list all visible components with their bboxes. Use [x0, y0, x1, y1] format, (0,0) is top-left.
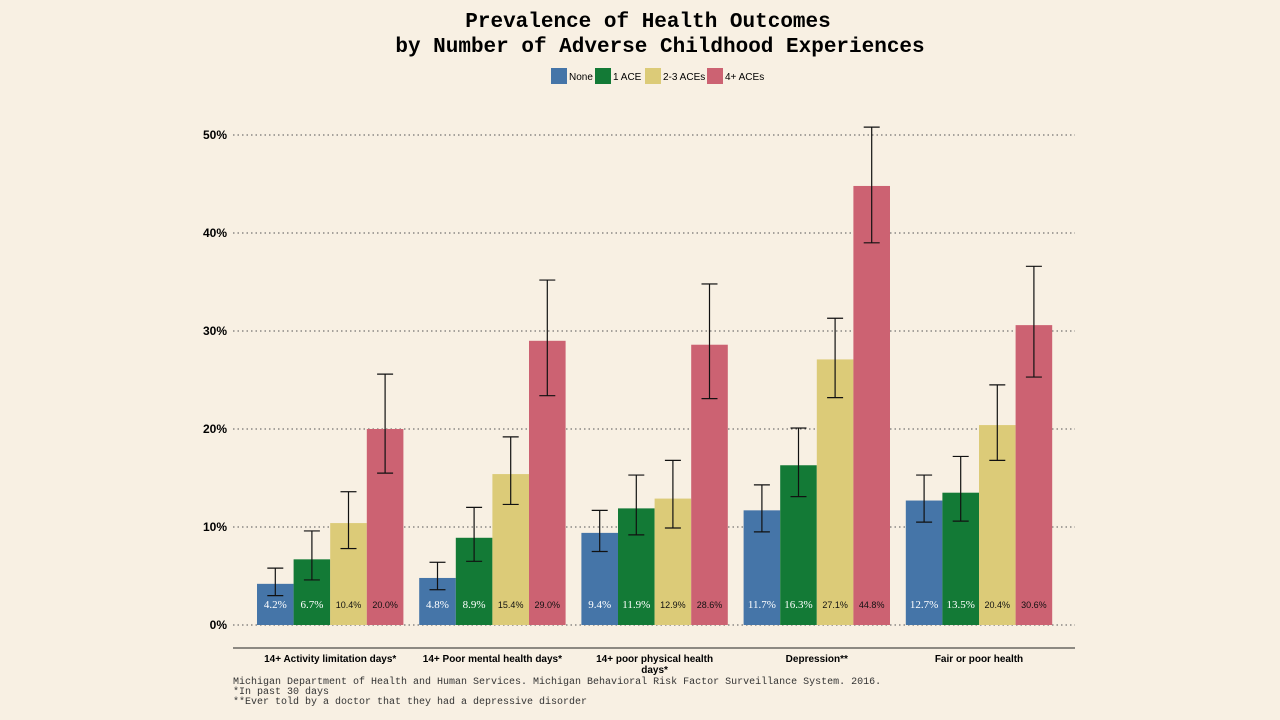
bar-value-label: 28.6% [697, 600, 723, 610]
x-category-label: 14+ poor physical health [596, 654, 713, 665]
y-tick-label: 0% [210, 618, 228, 632]
footnote-depression: **Ever told by a doctor that they had a … [233, 696, 587, 708]
bar-value-label: 27.1% [822, 600, 848, 610]
legend-swatch [645, 68, 661, 84]
legend-swatch [707, 68, 723, 84]
bar-value-label: 13.5% [946, 599, 974, 611]
footnotes: Michigan Department of Health and Human … [233, 676, 881, 708]
legend-label: None [569, 72, 593, 83]
legend-label: 4+ ACEs [725, 72, 764, 83]
x-category-label: Depression** [786, 654, 848, 665]
bar [816, 359, 854, 625]
chart-title-line-2: by Number of Adverse Childhood Experienc… [395, 36, 924, 59]
y-tick-label: 10% [203, 520, 227, 534]
x-category-label: 14+ Activity limitation days* [264, 654, 396, 665]
x-category-label: days* [641, 665, 668, 676]
bar-value-label: 11.7% [748, 599, 776, 611]
y-axis-tick-labels: 0% 10% 20% 30% 40% 50% [203, 128, 227, 632]
bar-value-label: 6.7% [300, 599, 323, 611]
bar-value-label: 30.6% [1021, 600, 1047, 610]
source-note: Michigan Department of Health and Human … [233, 676, 881, 688]
value-labels: 4.2% 6.7% 10.4% 20.0% 4.8% 8.9% 15.4% 29.0% 9.4%… [264, 599, 1047, 611]
x-category-label: Fair or poor health [935, 654, 1023, 665]
y-tick-label: 40% [203, 226, 227, 240]
y-tick-label: 50% [203, 128, 227, 142]
legend: None 1 ACE 2-3 ACEs 4+ ACEs [551, 68, 764, 84]
legend-label: 1 ACE [613, 72, 642, 83]
bar [853, 185, 890, 625]
y-tick-label: 30% [203, 324, 227, 338]
chart-title-line-1: Prevalence of Health Outcomes [465, 11, 830, 34]
bars [257, 185, 1053, 625]
bar-value-label: 10.4% [336, 600, 362, 610]
x-category-label: 14+ Poor mental health days* [423, 654, 562, 665]
bar-value-label: 4.8% [426, 599, 449, 611]
bar-value-label: 20.4% [985, 600, 1011, 610]
legend-label: 2-3 ACEs [663, 72, 705, 83]
bar-value-label: 12.9% [660, 600, 686, 610]
bar-value-label: 8.9% [463, 599, 486, 611]
bar-value-label: 16.3% [784, 599, 812, 611]
footnote-days: *In past 30 days [233, 686, 329, 698]
bar-value-label: 15.4% [498, 600, 524, 610]
bar-value-label: 9.4% [588, 599, 611, 611]
chart-title: Prevalence of Health Outcomes by Number … [395, 11, 924, 59]
bar-value-label: 29.0% [535, 600, 561, 610]
bar-value-label: 4.2% [264, 599, 287, 611]
legend-swatch [551, 68, 567, 84]
bar-value-label: 44.8% [859, 600, 885, 610]
bar-value-label: 11.9% [622, 599, 650, 611]
y-tick-label: 20% [203, 422, 227, 436]
bar-value-label: 12.7% [910, 599, 938, 611]
x-axis-category-labels: 14+ Activity limitation days* 14+ Poor me… [264, 654, 1023, 676]
legend-swatch [595, 68, 611, 84]
bar-value-label: 20.0% [372, 600, 398, 610]
error-bars [267, 126, 1042, 597]
